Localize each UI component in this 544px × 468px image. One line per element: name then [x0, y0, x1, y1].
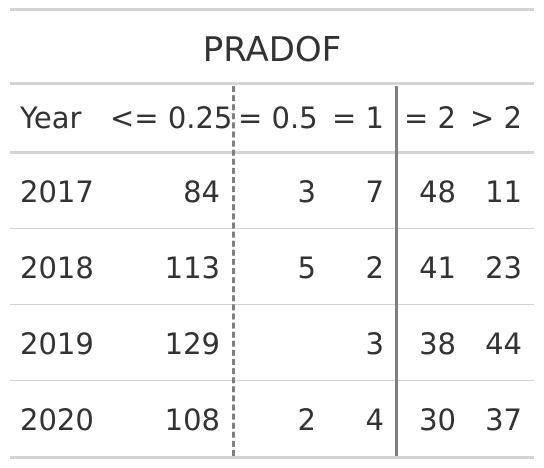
column-header: = 2: [404, 101, 456, 135]
group-divider-solid: [395, 86, 398, 456]
table-cell: 2: [365, 251, 384, 285]
column-header: > 2: [470, 101, 522, 135]
table-cell: 23: [485, 251, 522, 285]
row-label: 2018: [20, 251, 94, 285]
row-divider: [10, 228, 534, 229]
group-divider-dashed: [232, 86, 235, 456]
table-cell: 38: [419, 327, 456, 361]
table-cell: 5: [297, 251, 316, 285]
table-cell: [238, 324, 316, 364]
header-divider: [10, 151, 534, 154]
table-cell: 3: [297, 175, 316, 209]
row-label: 2017: [20, 175, 94, 209]
column-header: = 0.5: [238, 101, 318, 135]
table-cell: 30: [419, 403, 456, 437]
row-label: 2019: [20, 327, 94, 361]
table-cell: 3: [365, 327, 384, 361]
table-cell: 113: [164, 251, 220, 285]
table-cell: 108: [164, 403, 220, 437]
column-header: <= 0.25: [110, 101, 233, 135]
top-border: [10, 8, 534, 11]
row-label: 2020: [20, 403, 94, 437]
table-cell: 11: [485, 175, 522, 209]
column-header: Year: [20, 101, 82, 135]
table-cell: 41: [419, 251, 456, 285]
title-divider: [10, 82, 534, 85]
column-header: = 1: [332, 101, 384, 135]
table-cell: 37: [485, 403, 522, 437]
table-cell: 129: [164, 327, 220, 361]
table-cell: 7: [365, 175, 384, 209]
table-cell: 84: [183, 175, 220, 209]
table-title: PRADOF: [202, 30, 342, 70]
table-cell: 44: [485, 327, 522, 361]
bottom-border: [10, 456, 534, 459]
row-divider: [10, 380, 534, 381]
table-cell: 48: [419, 175, 456, 209]
row-divider: [10, 304, 534, 305]
table-cell: 2: [297, 403, 316, 437]
table-cell: 4: [365, 403, 384, 437]
